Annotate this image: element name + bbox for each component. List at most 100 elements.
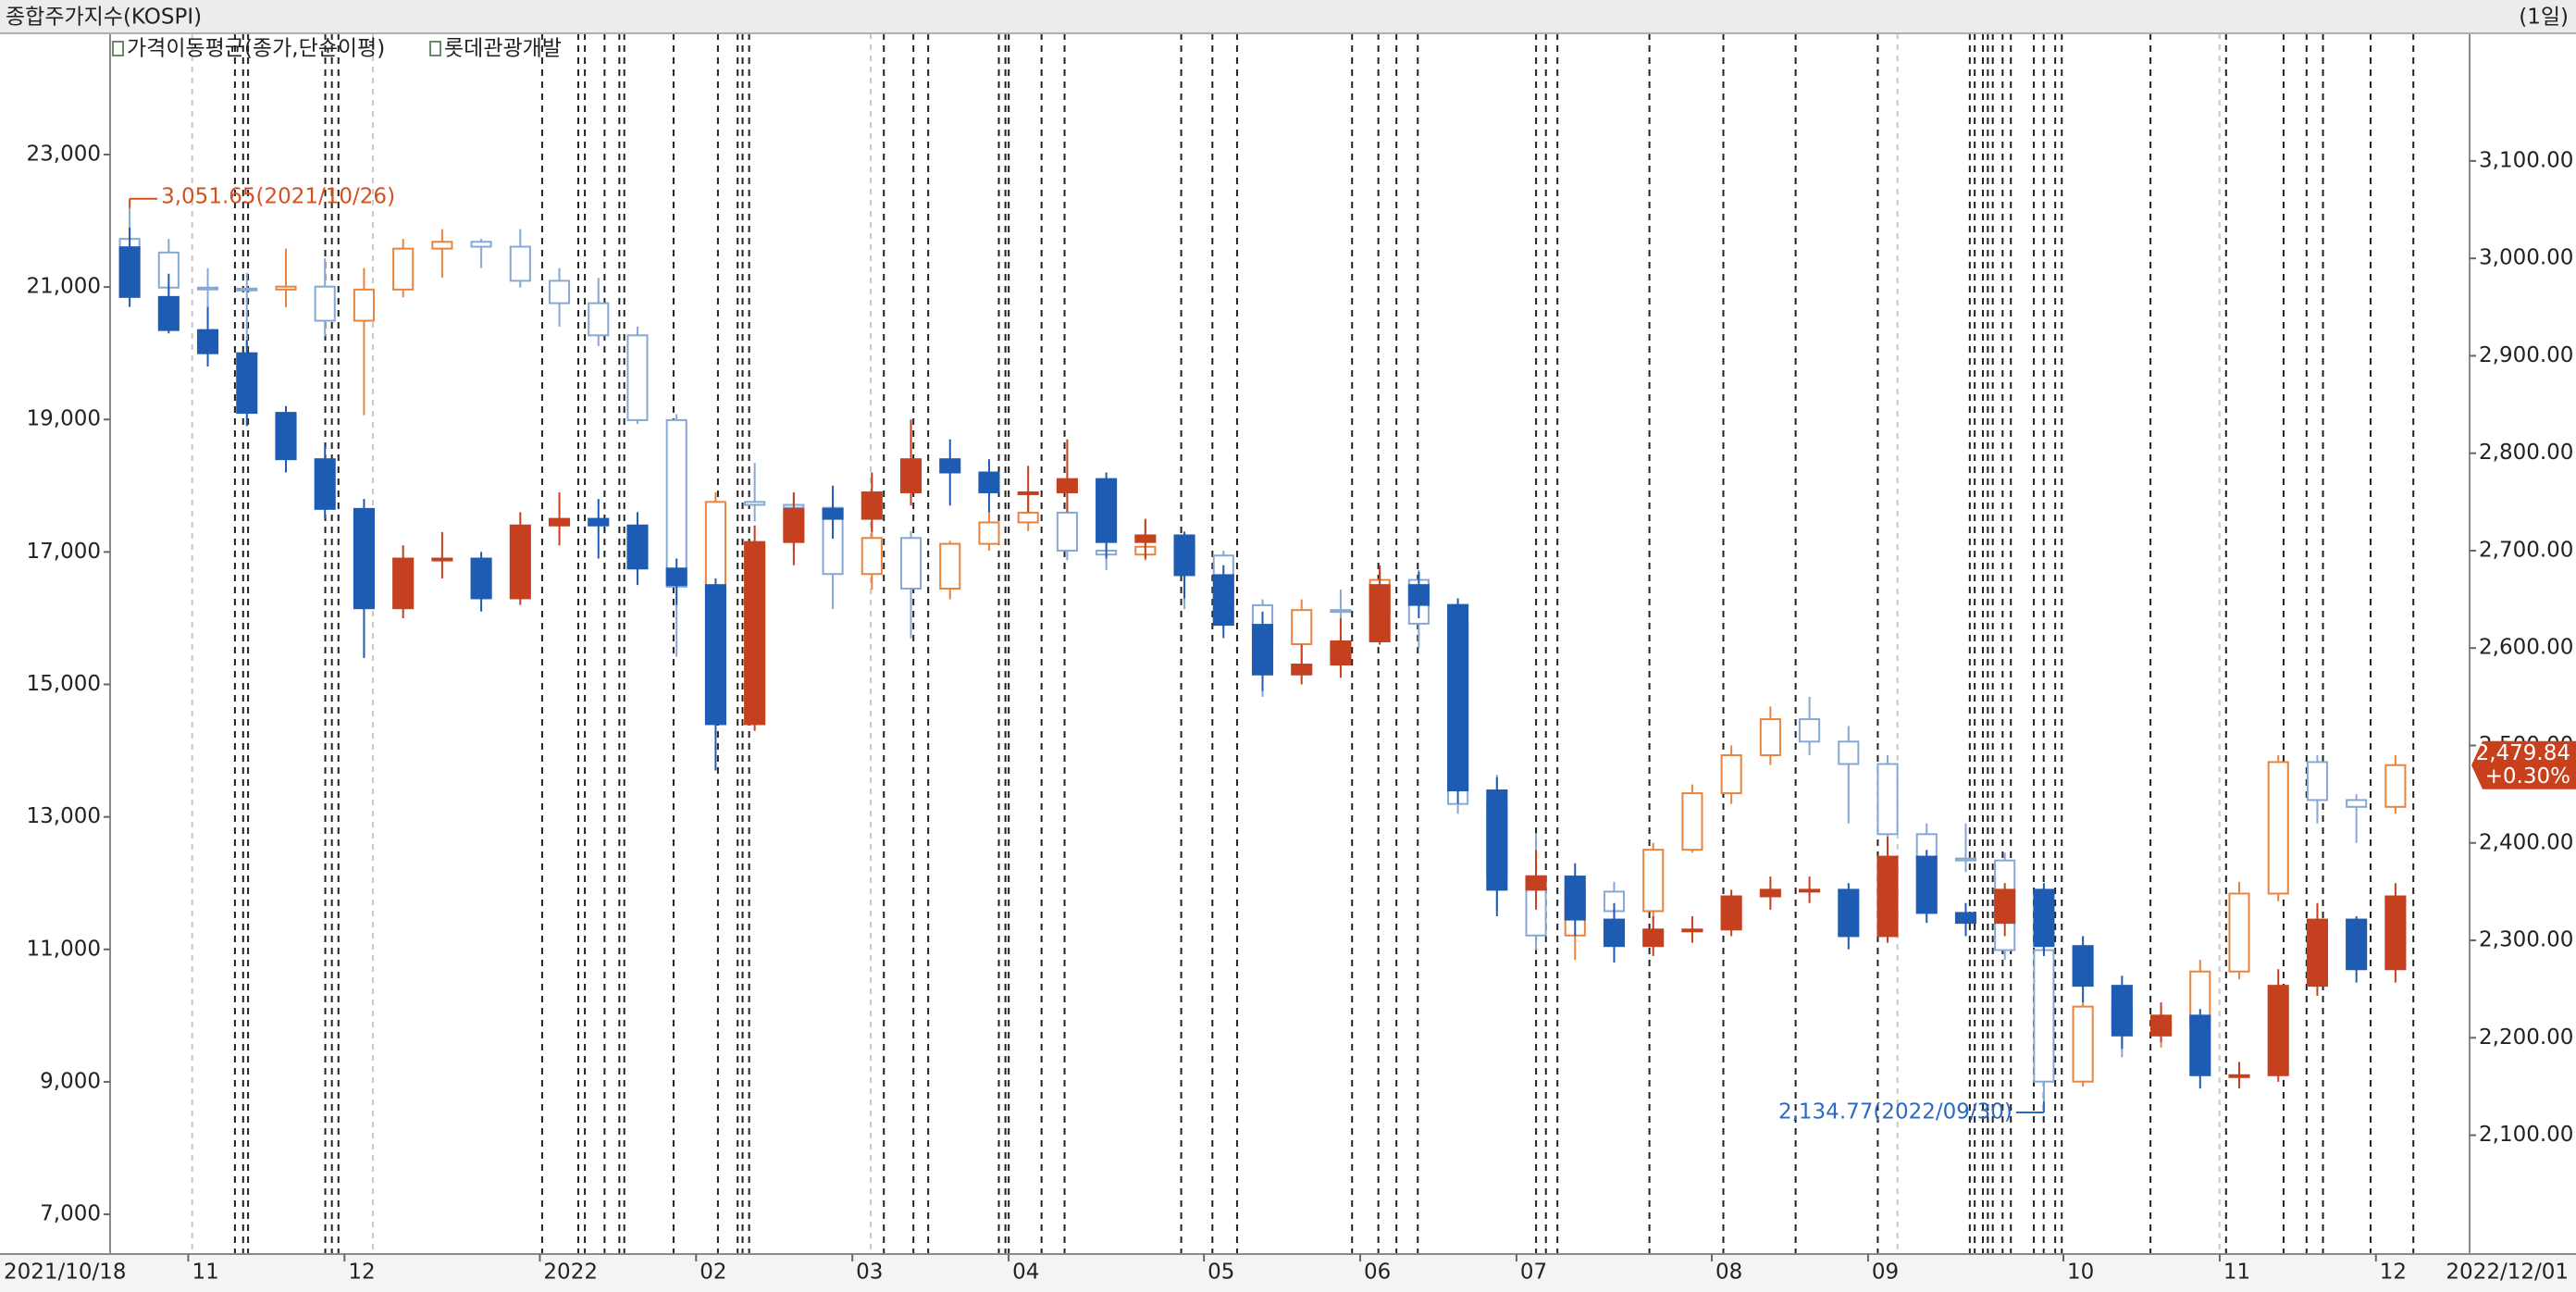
candle-body bbox=[314, 458, 336, 510]
candle-body bbox=[1799, 718, 1821, 743]
x-tick-label: 2021/10/18 bbox=[4, 1261, 127, 1285]
candle-body bbox=[2033, 949, 2055, 1083]
candle-body bbox=[1291, 609, 1313, 646]
candle-body bbox=[2072, 945, 2094, 988]
candle-body bbox=[353, 288, 375, 322]
candle-body bbox=[1642, 849, 1665, 913]
candle-body bbox=[1994, 888, 2016, 925]
candle-body bbox=[2306, 761, 2329, 801]
candle-body bbox=[978, 521, 1000, 545]
candle-body bbox=[899, 458, 923, 493]
x-tick-label: 2022 bbox=[543, 1261, 598, 1285]
event-lines bbox=[191, 33, 2415, 1254]
candle-body bbox=[392, 247, 415, 291]
candle-body bbox=[939, 542, 961, 590]
x-tick-label: 09 bbox=[1872, 1261, 1899, 1285]
x-tick-label: 12 bbox=[348, 1261, 375, 1285]
candle-body bbox=[2306, 918, 2329, 988]
candle-body bbox=[939, 458, 961, 474]
candle-body bbox=[275, 412, 297, 461]
y2-tick-label: 3,100.00 bbox=[2479, 148, 2573, 172]
candle-body bbox=[588, 517, 610, 527]
y2-tick-label: 2,700.00 bbox=[2479, 538, 2573, 562]
candle-body bbox=[1642, 928, 1665, 948]
candle-body bbox=[2346, 799, 2368, 808]
candle-body bbox=[1954, 857, 1977, 862]
candle-body bbox=[1876, 855, 1899, 938]
y-tick-label: 15,000 bbox=[27, 672, 101, 696]
candle-body bbox=[1096, 478, 1118, 543]
y-tick-label: 23,000 bbox=[27, 142, 101, 166]
candle-body bbox=[704, 501, 726, 588]
candle-body bbox=[978, 471, 1000, 493]
candle-body bbox=[1720, 754, 1742, 795]
candle-body bbox=[2346, 918, 2368, 971]
x-tick-label: 12 bbox=[2380, 1261, 2407, 1285]
candle-body bbox=[1407, 584, 1430, 606]
high-label: 3,051.65(2021/10/26) bbox=[161, 184, 395, 208]
candle-body bbox=[2111, 985, 2133, 1037]
x-tick-label: 07 bbox=[1520, 1261, 1547, 1285]
candle-body bbox=[1486, 789, 1508, 891]
y2-tick-label: 2,600.00 bbox=[2479, 636, 2573, 660]
candle-body bbox=[236, 287, 258, 292]
candle-body bbox=[548, 280, 571, 304]
candle-body bbox=[314, 285, 336, 322]
y2-tick-label: 2,400.00 bbox=[2479, 830, 2573, 854]
candle-body bbox=[783, 507, 805, 543]
legend-icon bbox=[429, 41, 441, 56]
candle-body bbox=[1330, 609, 1352, 614]
x-tick-label: 04 bbox=[1012, 1261, 1039, 1285]
last-change: +0.30% bbox=[2485, 764, 2570, 789]
candle-body bbox=[1212, 574, 1234, 627]
chart-title: 종합주가지수(KOSPI) bbox=[6, 6, 202, 30]
candle-body bbox=[1838, 740, 1860, 765]
x-tick-label: 08 bbox=[1715, 1261, 1742, 1285]
y-tick-label: 19,000 bbox=[27, 407, 101, 431]
candle-body bbox=[275, 285, 297, 291]
y2-tick-label: 3,000.00 bbox=[2479, 246, 2573, 270]
candle-body bbox=[196, 286, 219, 291]
candle-body bbox=[2072, 1005, 2094, 1083]
candle-body bbox=[1291, 664, 1313, 676]
candle-body bbox=[1447, 603, 1469, 792]
x-tick-label: 11 bbox=[192, 1261, 218, 1285]
x-tick-label: 03 bbox=[856, 1261, 883, 1285]
candle-body bbox=[665, 567, 687, 587]
y2-tick-label: 2,800.00 bbox=[2479, 441, 2573, 465]
candle-body bbox=[1056, 478, 1078, 493]
candle-body bbox=[1173, 534, 1195, 577]
candle-body bbox=[1017, 491, 1039, 495]
y2-tick-label: 2,300.00 bbox=[2479, 928, 2573, 952]
candle-body bbox=[1954, 912, 1977, 925]
candle-body bbox=[157, 295, 180, 331]
y2-tick-label: 2,100.00 bbox=[2479, 1123, 2573, 1147]
y-tick-label: 11,000 bbox=[27, 937, 101, 961]
candle-body bbox=[704, 584, 726, 726]
candle-body bbox=[470, 241, 492, 248]
candle-body bbox=[1368, 584, 1391, 642]
candle-body bbox=[1915, 855, 1938, 914]
candle-body bbox=[899, 537, 923, 590]
x-tick-label: 02 bbox=[700, 1261, 726, 1285]
x-axis-bar bbox=[0, 1254, 2576, 1292]
candle-body bbox=[1603, 918, 1626, 948]
candle-body bbox=[431, 557, 453, 562]
candle-body bbox=[2150, 1014, 2173, 1037]
candle-body bbox=[2384, 764, 2407, 808]
candle-body bbox=[1799, 888, 1821, 893]
candle-body bbox=[1759, 718, 1781, 757]
y-tick-label: 21,000 bbox=[27, 275, 101, 299]
x-tick-label: 11 bbox=[2223, 1261, 2250, 1285]
candle-body bbox=[1330, 640, 1352, 666]
y2-tick-label: 2,900.00 bbox=[2479, 343, 2573, 367]
candle-body bbox=[392, 557, 415, 610]
candle-body bbox=[1525, 876, 1547, 891]
candle-body bbox=[2384, 895, 2407, 971]
candle-body bbox=[861, 537, 883, 576]
x-tick-label: 10 bbox=[2067, 1261, 2094, 1285]
plot-area bbox=[118, 207, 2407, 1101]
